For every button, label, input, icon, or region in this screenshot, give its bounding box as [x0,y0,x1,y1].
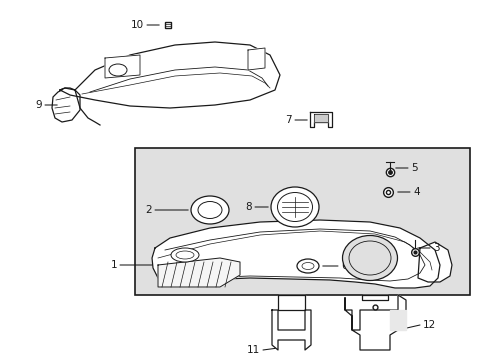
Ellipse shape [342,235,397,280]
Polygon shape [152,220,439,288]
Text: 12: 12 [422,320,435,330]
Text: 11: 11 [246,345,260,355]
Text: 7: 7 [285,115,291,125]
Polygon shape [105,55,140,78]
Polygon shape [60,42,280,108]
Polygon shape [158,258,240,287]
Ellipse shape [270,187,318,227]
Text: 2: 2 [145,205,152,215]
Text: 6: 6 [340,261,347,271]
Polygon shape [247,48,264,70]
Polygon shape [345,295,405,350]
FancyBboxPatch shape [135,148,469,295]
Text: 1: 1 [110,260,117,270]
Polygon shape [313,114,327,122]
Ellipse shape [191,196,228,224]
Polygon shape [417,242,451,282]
Polygon shape [389,310,405,330]
Text: 8: 8 [245,202,251,212]
Ellipse shape [171,248,199,262]
Polygon shape [278,295,305,310]
Polygon shape [271,310,310,350]
Text: 3: 3 [432,243,439,253]
Polygon shape [52,88,80,122]
Text: 4: 4 [412,187,419,197]
Text: 9: 9 [35,100,42,110]
Ellipse shape [296,259,318,273]
Polygon shape [361,295,387,300]
Text: 5: 5 [410,163,417,173]
Polygon shape [309,112,331,127]
Text: 10: 10 [131,20,143,30]
